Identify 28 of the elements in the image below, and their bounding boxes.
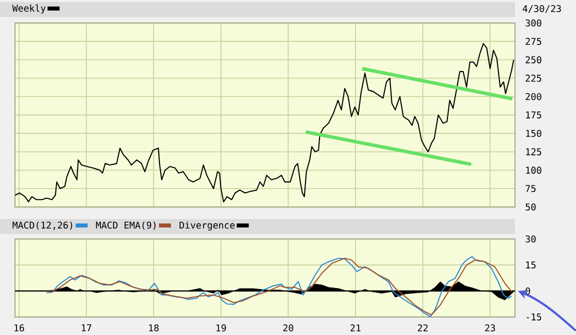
x-tick-label: 23 [485,324,496,332]
x-tick-label: 22 [418,324,428,332]
x-tick-label: 16 [14,324,24,332]
y-tick-label: 225 [526,74,542,82]
text: 4/30/23 [522,5,561,13]
y-tick-label: 30 [526,235,536,243]
y-tick-label: 275 [526,38,542,45]
legend-label: Divergence [180,221,235,231]
x-tick-label: 19 [216,324,226,332]
y-tick-label: 125 [526,148,542,156]
y-tick-label: 150 [526,130,542,137]
y-tick-label: 300 [526,19,542,27]
legend-label: Weekly [12,4,46,14]
y-tick-label: 15 [526,262,536,268]
y-tick-label: 175 [526,112,542,118]
x-tick-label: 17 [82,324,92,332]
y-tick-label: 100 [526,166,542,174]
legend-label: MACD EMA(9) [96,221,156,230]
y-tick-label: 75 [526,185,536,192]
legend-label: MACD(12,26) [12,221,72,230]
x-tick-label: 21 [350,324,360,332]
y-tick-label: 200 [526,93,542,100]
y-tick-label: 250 [526,56,542,64]
y-tick-label: -15 [526,314,542,320]
line-series [15,43,514,202]
y-tick-label: 50 [526,203,536,211]
x-tick-label: 18 [149,324,159,332]
x-tick-label: 20 [283,324,294,332]
